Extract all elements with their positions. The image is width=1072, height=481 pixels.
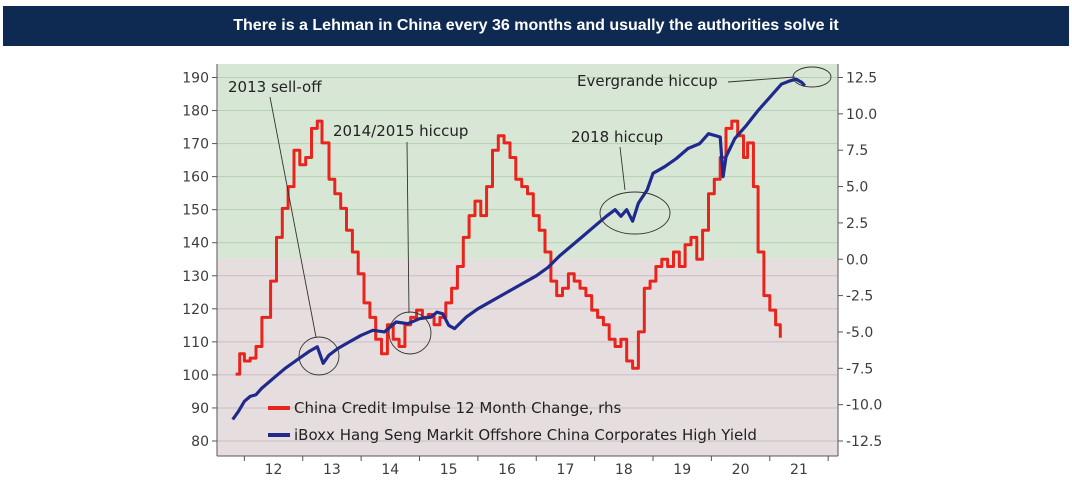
y-right-tick-label-8: -7.5 <box>846 361 873 377</box>
y-right-tick-label-9: -10.0 <box>846 398 882 414</box>
note-2018-hiccup: 2018 hiccup <box>571 128 663 146</box>
x-tick-label-0: 12 <box>265 462 283 478</box>
y-left-tick-label-11: 80 <box>191 434 209 450</box>
y-left-tick-label-0: 190 <box>182 71 209 87</box>
positive-zone-background <box>217 64 838 260</box>
legend-label-impulse: China Credit Impulse 12 Month Change, rh… <box>294 399 622 417</box>
y-left-tick-label-10: 90 <box>191 401 209 417</box>
ellipse-2013-sell-off <box>298 336 340 376</box>
x-tick-label-8: 20 <box>732 462 750 478</box>
gridlines <box>217 77 838 442</box>
y-right-tick-label-10: -12.5 <box>846 434 882 450</box>
legend: China Credit Impulse 12 Month Change, rh… <box>268 399 757 444</box>
series-line-credit-impulse <box>235 119 782 376</box>
note-2013-sell-off: 2013 sell-off <box>228 78 322 96</box>
chart-title: There is a Lehman in China every 36 mont… <box>233 17 839 34</box>
y-left-tick-label-1: 180 <box>182 104 209 120</box>
x-tick-label-5: 17 <box>557 462 575 478</box>
y-right-tick-label-2: 7.5 <box>846 143 868 159</box>
y-left-tick-label-8: 110 <box>182 335 209 351</box>
y-left-tick-label-6: 130 <box>182 269 209 285</box>
y-right-tick-label-0: 12.5 <box>846 71 877 87</box>
note-evergrande-hiccup: Evergrande hiccup <box>577 72 718 90</box>
x-tick-labels: 12 13 14 15 16 17 18 19 20 21 <box>243 456 829 478</box>
x-tick-label-3: 15 <box>440 462 458 478</box>
y-right-tick-label-4: 2.5 <box>846 216 868 232</box>
y-left-tick-labels: 190 180 170 160 150 140 130 120 110 100 90 80 <box>182 71 217 450</box>
x-tick-label-9: 21 <box>790 462 808 478</box>
annotations: 2013 sell-off 2014/2015 hiccup 2018 hicc… <box>228 66 832 376</box>
x-tick-label-1: 13 <box>323 462 341 478</box>
x-tick-label-2: 14 <box>381 462 399 478</box>
y-right-tick-label-7: -5.0 <box>846 325 873 341</box>
chart-title-banner: There is a Lehman in China every 36 mont… <box>3 6 1069 46</box>
axes <box>216 64 839 457</box>
y-right-tick-labels: 12.5 10.0 7.5 5.0 2.5 0.0 -2.5 -5.0 -7.5 -10.0 -12… <box>838 71 882 450</box>
y-left-tick-label-2: 170 <box>182 137 209 153</box>
y-left-tick-label-3: 160 <box>182 170 209 186</box>
leader-2018-hiccup <box>619 146 626 191</box>
y-right-tick-label-1: 10.0 <box>846 107 877 123</box>
y-left-tick-label-4: 150 <box>182 203 209 219</box>
legend-label-iboxx: iBoxx Hang Seng Markit Offshore China Co… <box>294 426 757 444</box>
ellipse-2014-2015-hiccup <box>388 311 432 355</box>
leader-evergrande-hiccup <box>727 76 796 83</box>
leader-2014-2015-hiccup <box>406 141 410 314</box>
y-left-tick-label-9: 100 <box>182 368 209 384</box>
series-line-iboxx-hy <box>231 77 807 421</box>
y-left-tick-label-5: 140 <box>182 236 209 252</box>
leader-2013-sell-off <box>269 96 317 338</box>
y-left-tick-label-7: 120 <box>182 302 209 318</box>
x-tick-label-4: 16 <box>498 462 516 478</box>
y-right-tick-label-5: 0.0 <box>846 252 868 268</box>
y-right-tick-label-3: 5.0 <box>846 180 868 196</box>
ellipse-2018-hiccup <box>599 191 671 235</box>
note-2014-2015-hiccup: 2014/2015 hiccup <box>333 122 468 140</box>
series-lines <box>231 77 807 421</box>
x-tick-label-7: 19 <box>673 462 691 478</box>
y-right-tick-label-6: -2.5 <box>846 289 873 305</box>
x-tick-label-6: 18 <box>615 462 633 478</box>
